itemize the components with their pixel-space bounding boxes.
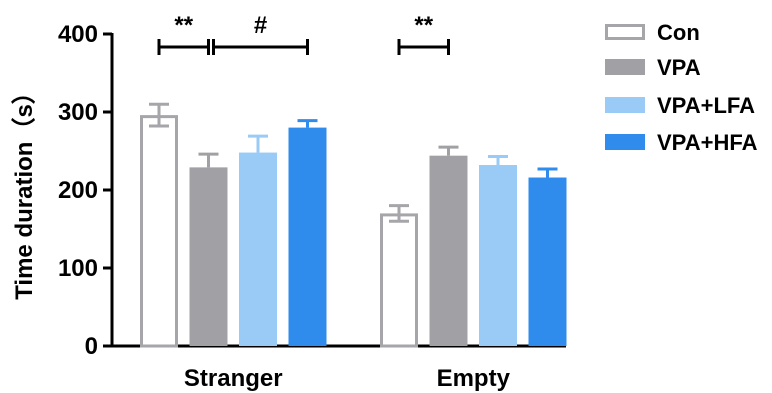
y-tick-label: 100 <box>58 255 98 282</box>
bar <box>380 213 418 348</box>
legend-swatch <box>605 97 645 113</box>
significance-annotations: ** # ** <box>157 12 450 55</box>
significance-label: ** <box>414 12 433 39</box>
legend: Con VPA VPA+LFA VPA+HFA <box>605 20 758 155</box>
bar <box>239 152 277 346</box>
legend-swatch <box>605 59 645 75</box>
y-tick-label: 400 <box>58 21 98 48</box>
legend-label: VPA <box>657 55 701 80</box>
legend-label: VPA+HFA <box>657 130 758 155</box>
legend-label: Con <box>657 20 700 45</box>
y-tick-label: 200 <box>58 177 98 204</box>
bar <box>140 115 178 348</box>
y-tick-label: 300 <box>58 99 98 126</box>
y-tick-label: 0 <box>85 333 98 360</box>
significance-label: # <box>254 12 267 39</box>
bar <box>189 167 228 346</box>
x-tick-label: Empty <box>437 365 511 392</box>
x-tick-label: Stranger <box>184 365 283 392</box>
bar <box>479 165 517 346</box>
y-axis-label: Time duration（s） <box>11 80 38 300</box>
bar <box>429 155 468 346</box>
legend-swatch <box>605 24 645 40</box>
bars <box>140 102 567 348</box>
bar <box>528 177 567 346</box>
legend-label: VPA+LFA <box>657 93 755 118</box>
legend-swatch <box>605 134 645 150</box>
bar <box>288 127 327 346</box>
significance-label: ** <box>174 12 193 39</box>
axes: 0 100 200 300 400 <box>58 21 566 360</box>
x-tick-labels: Stranger Empty <box>184 365 511 392</box>
